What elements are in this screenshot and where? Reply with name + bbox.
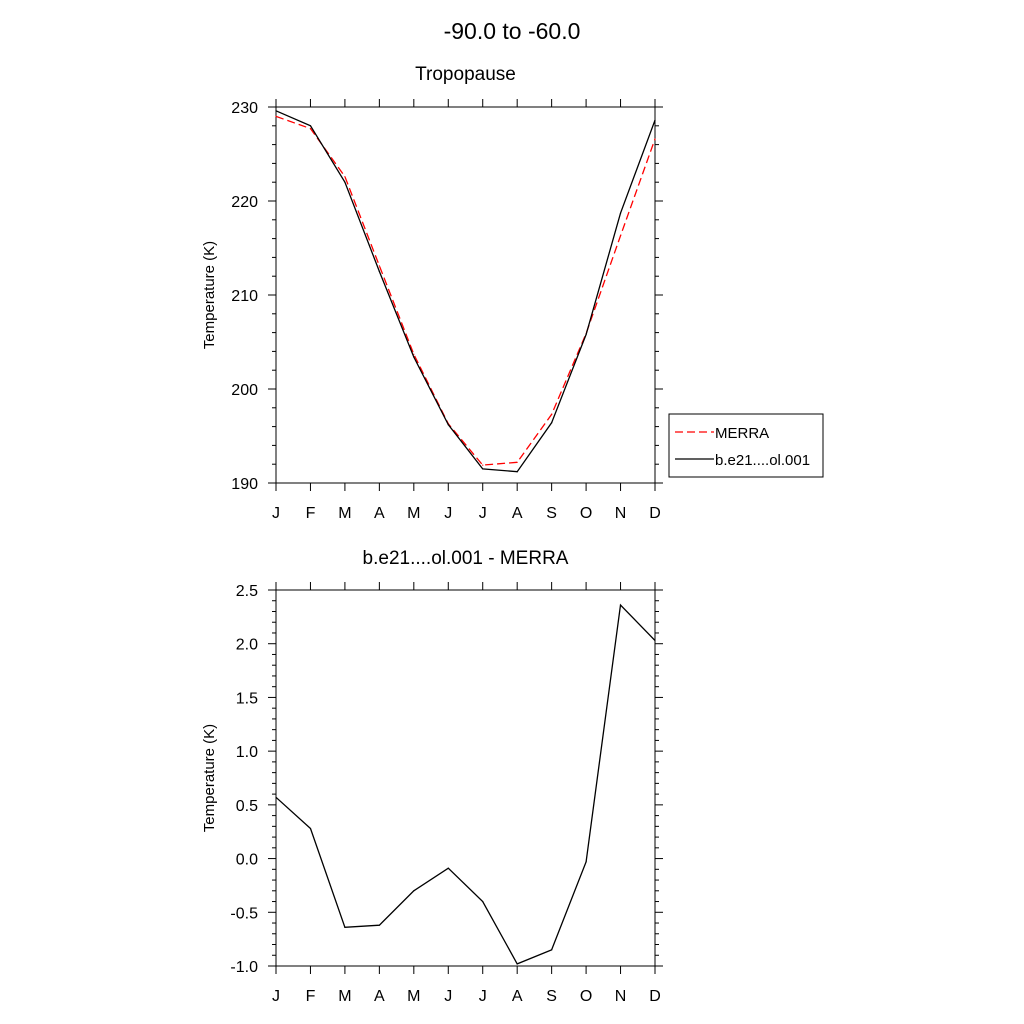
- data-point: [516, 461, 518, 463]
- panel-title: Tropopause: [415, 64, 516, 85]
- x-tick-label: J: [444, 988, 452, 1005]
- y-axis-label: Temperature (K): [201, 724, 218, 832]
- data-point: [344, 926, 346, 928]
- x-tick-label: O: [580, 988, 592, 1005]
- data-point: [551, 422, 553, 424]
- legend-box: [668, 413, 824, 478]
- data-point: [482, 900, 484, 903]
- series-line-b-e21-ol-001: [275, 110, 656, 473]
- x-tick-label: A: [512, 988, 523, 1005]
- x-tick-label: D: [649, 988, 661, 1005]
- data-point: [482, 464, 484, 466]
- y-tick-label: 210: [231, 288, 258, 305]
- data-point: [482, 468, 484, 470]
- y-tick-label: 1.0: [236, 744, 258, 761]
- x-tick-label: A: [374, 988, 385, 1005]
- y-tick-label: 1.5: [236, 690, 258, 707]
- x-tick-label: J: [479, 505, 487, 522]
- data-point: [344, 181, 346, 183]
- data-point: [619, 604, 622, 606]
- data-point: [344, 175, 346, 178]
- y-tick-label: 0.0: [236, 852, 258, 869]
- x-tick-label: M: [338, 505, 351, 522]
- x-tick-label: A: [374, 505, 385, 522]
- x-tick-label: J: [479, 988, 487, 1005]
- data-point: [654, 138, 656, 140]
- data-point: [551, 413, 553, 415]
- x-tick-label: S: [546, 505, 557, 522]
- y-axis-label: Temperature (K): [201, 241, 218, 349]
- data-point: [378, 265, 380, 267]
- data-point: [585, 333, 587, 336]
- data-point: [275, 110, 277, 112]
- data-point: [309, 128, 312, 130]
- x-tick-label: S: [546, 988, 557, 1005]
- y-tick-label: 190: [231, 476, 258, 493]
- top-panel-tropopause: Tropopause J F M A M J J A S O N D 190 200 210 220 230 Tem…: [201, 64, 824, 522]
- data-point: [447, 424, 449, 426]
- x-tick-label: M: [407, 988, 420, 1005]
- data-point: [585, 861, 587, 863]
- x-tick-label: F: [306, 505, 316, 522]
- data-point: [413, 356, 415, 358]
- data-point: [413, 353, 415, 355]
- y-tick-label: 230: [231, 100, 258, 117]
- y-tick-label: 2.5: [236, 583, 258, 600]
- y-tick-label: -0.5: [230, 905, 258, 922]
- y-tick-label: 200: [231, 382, 258, 399]
- data-point: [654, 119, 656, 121]
- x-tick-label: M: [407, 505, 420, 522]
- legend-label: b.e21....ol.001: [715, 452, 810, 469]
- plot-frame: [275, 589, 656, 967]
- x-tick-label: O: [580, 505, 592, 522]
- x-tick-label: N: [615, 505, 627, 522]
- data-point: [447, 867, 449, 869]
- data-point: [378, 270, 380, 273]
- data-point: [619, 235, 622, 237]
- bottom-panel-difference: b.e21....ol.001 - MERRA J F M A M J J A S O N D -1.0 -…: [201, 548, 663, 1005]
- y-tick-label: 220: [231, 194, 258, 211]
- legend-label: MERRA: [715, 425, 769, 442]
- data-point: [309, 125, 312, 127]
- data-point: [275, 796, 277, 798]
- x-tick-label: J: [272, 505, 280, 522]
- data-point: [309, 827, 312, 830]
- x-tick-label: A: [512, 505, 523, 522]
- x-tick-label: M: [338, 988, 351, 1005]
- x-tick-label: F: [306, 988, 316, 1005]
- figure-title: -90.0 to -60.0: [443, 18, 581, 44]
- panel-title: b.e21....ol.001 - MERRA: [363, 548, 569, 569]
- y-tick-label: -1.0: [230, 959, 258, 976]
- data-point: [516, 471, 518, 473]
- data-point: [654, 639, 656, 642]
- data-point: [378, 924, 380, 926]
- data-point: [551, 949, 553, 951]
- data-point: [275, 115, 277, 117]
- series-line-merra: [275, 115, 656, 466]
- x-tick-label: N: [615, 988, 627, 1005]
- series-line-difference: [275, 603, 656, 965]
- data-point: [516, 963, 518, 965]
- data-point: [413, 890, 415, 892]
- x-tick-label: J: [272, 988, 280, 1005]
- y-tick-label: 0.5: [236, 798, 258, 815]
- x-tick-label: J: [444, 505, 452, 522]
- y-tick-label: 2.0: [236, 637, 258, 654]
- data-point: [619, 212, 622, 214]
- x-tick-label: D: [649, 505, 661, 522]
